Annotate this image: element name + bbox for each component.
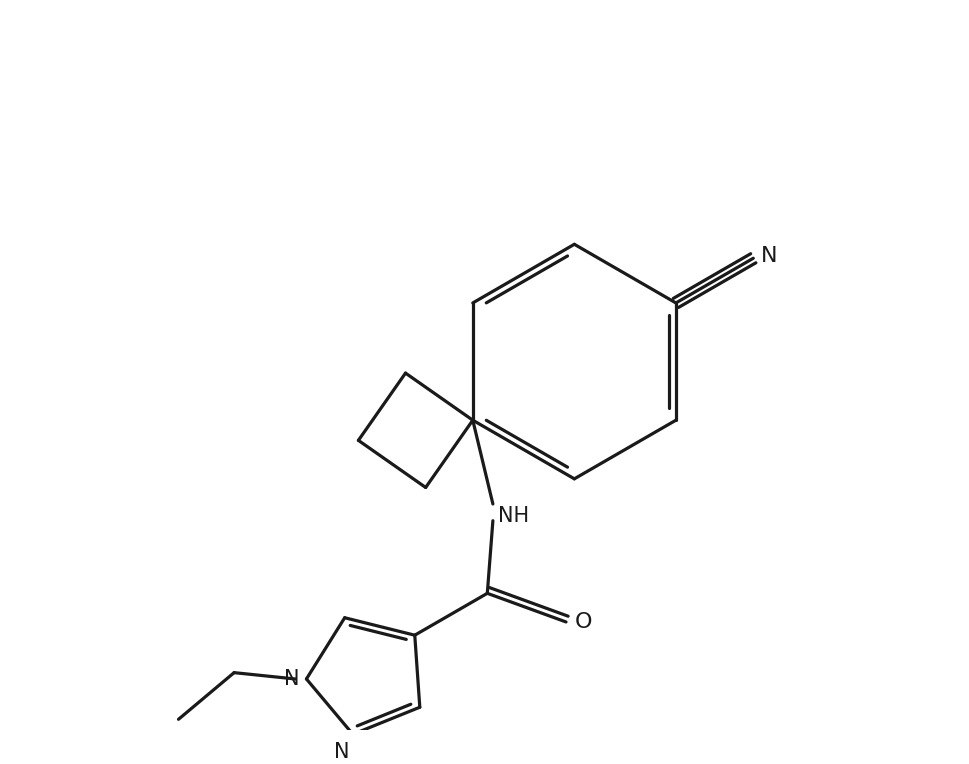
Text: O: O: [575, 612, 592, 632]
Text: NH: NH: [498, 507, 529, 526]
Text: N: N: [284, 669, 299, 689]
Text: N: N: [333, 742, 349, 762]
Text: N: N: [761, 246, 777, 266]
